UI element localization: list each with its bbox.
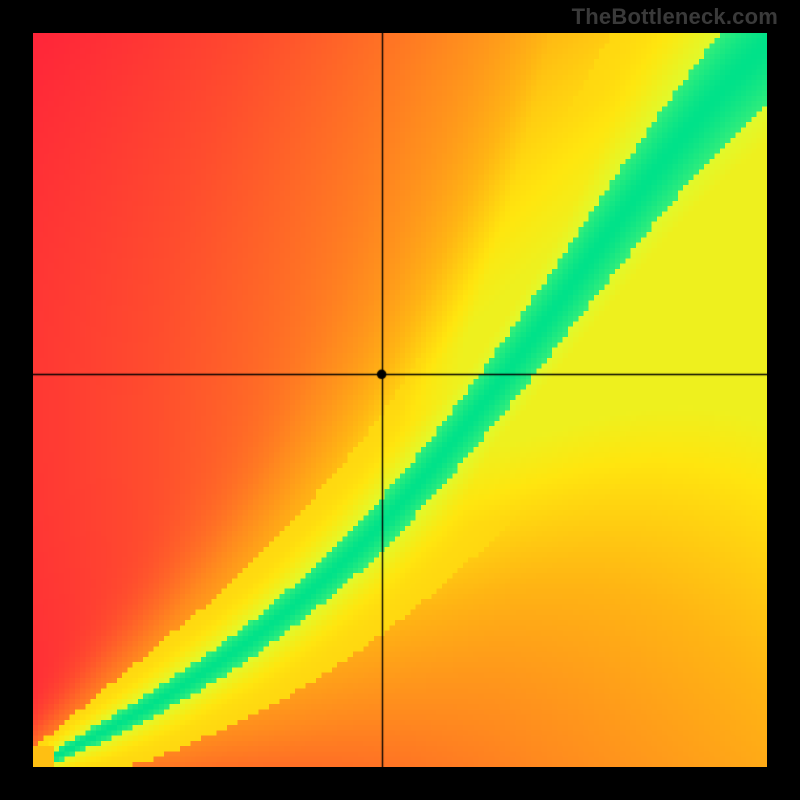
attribution-label: TheBottleneck.com bbox=[572, 4, 778, 30]
bottleneck-heatmap bbox=[33, 33, 767, 767]
chart-container: { "chart": { "type": "heatmap", "canvas"… bbox=[0, 0, 800, 800]
